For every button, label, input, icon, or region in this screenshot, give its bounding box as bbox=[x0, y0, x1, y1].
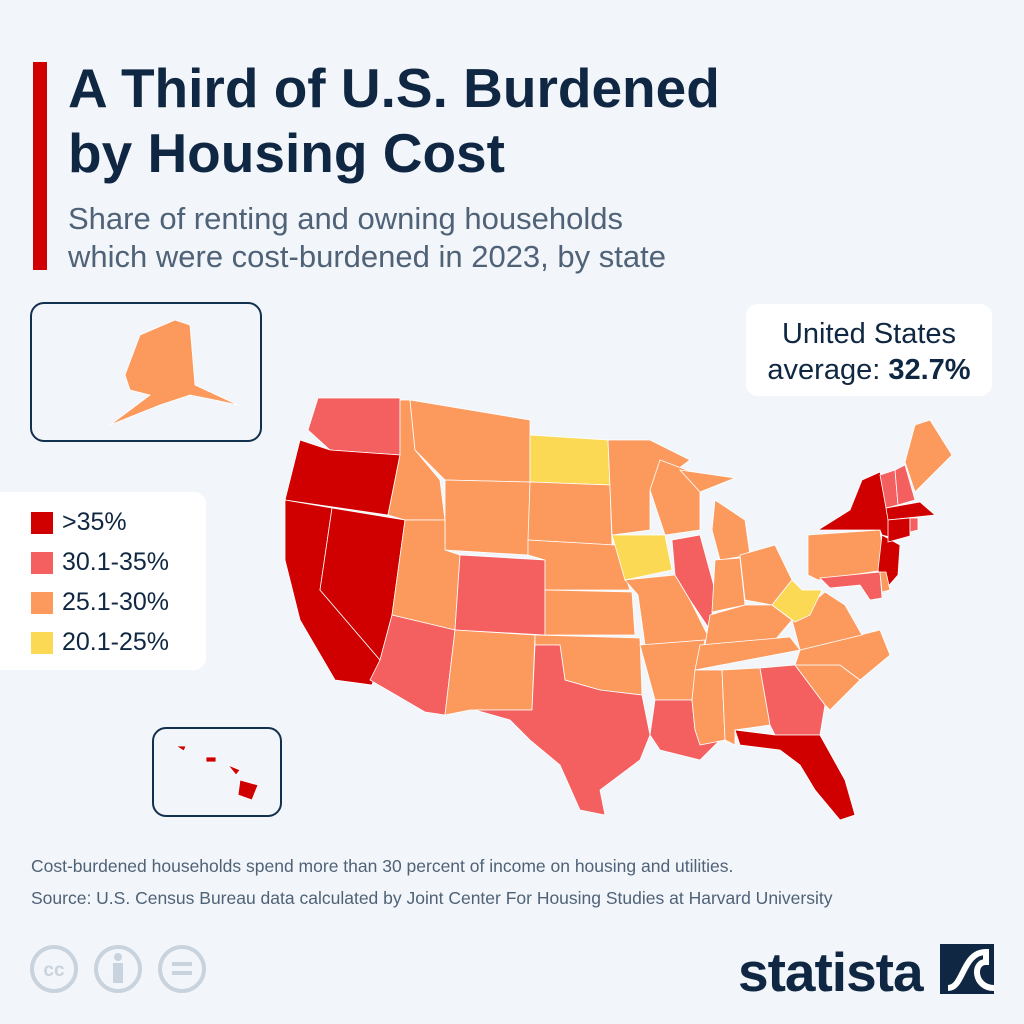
attribution-icon[interactable] bbox=[94, 945, 142, 993]
statista-logo[interactable]: statista bbox=[738, 941, 924, 1003]
state-hi bbox=[205, 756, 217, 763]
state-ma bbox=[885, 501, 936, 521]
title-accent-bar bbox=[33, 62, 47, 270]
legend: >35% 30.1-35% 25.1-30% 20.1-25% bbox=[0, 492, 206, 670]
state-co bbox=[454, 554, 546, 636]
legend-swatch bbox=[31, 631, 53, 654]
legend-item: 20.1-25% bbox=[31, 628, 169, 657]
legend-item: 30.1-35% bbox=[31, 548, 169, 577]
us-average-callout: United States average: 32.7% bbox=[746, 304, 992, 396]
state-nh bbox=[894, 464, 916, 506]
state-ri bbox=[909, 517, 919, 533]
cc-icon[interactable]: cc bbox=[30, 945, 78, 993]
state-mi bbox=[678, 469, 737, 493]
state-ak bbox=[109, 319, 239, 426]
legend-item: >35% bbox=[31, 508, 127, 537]
state-wv bbox=[771, 579, 823, 623]
state-sd bbox=[527, 481, 613, 546]
license-icons[interactable]: cc bbox=[28, 940, 228, 1000]
state-mi bbox=[711, 499, 751, 561]
footnote: Cost-burdened households spend more than… bbox=[31, 856, 734, 876]
legend-item: 25.1-30% bbox=[31, 588, 169, 617]
legend-swatch bbox=[31, 511, 53, 534]
state-ms bbox=[691, 669, 726, 746]
state-hi bbox=[227, 764, 241, 776]
legend-swatch bbox=[31, 591, 53, 614]
us-average-value: 32.7% bbox=[888, 354, 971, 386]
state-nm bbox=[444, 629, 536, 716]
no-derivatives-icon[interactable] bbox=[158, 945, 206, 993]
statista-logo-icon bbox=[940, 944, 994, 994]
state-hi bbox=[174, 745, 187, 752]
state-ct bbox=[887, 517, 911, 543]
state-hi bbox=[237, 779, 259, 801]
state-wy bbox=[444, 479, 531, 556]
state-wi bbox=[649, 459, 701, 536]
state-in bbox=[711, 557, 746, 613]
page-title: A Third of U.S. Burdened by Housing Cost bbox=[68, 57, 720, 184]
legend-swatch bbox=[31, 551, 53, 574]
state-fl bbox=[734, 729, 856, 821]
hawaii-inset bbox=[152, 727, 282, 817]
state-nc bbox=[794, 629, 891, 681]
state-ks bbox=[544, 589, 636, 636]
svg-text:cc: cc bbox=[43, 960, 65, 981]
state-de bbox=[879, 571, 891, 593]
source: Source: U.S. Census Bureau data calculat… bbox=[31, 888, 833, 908]
subtitle: Share of renting and owning households wh… bbox=[68, 201, 666, 274]
state-me bbox=[904, 419, 953, 493]
state-tx bbox=[474, 644, 651, 816]
state-wa bbox=[307, 397, 401, 456]
state-ia bbox=[611, 534, 673, 581]
state-nd bbox=[529, 434, 611, 486]
